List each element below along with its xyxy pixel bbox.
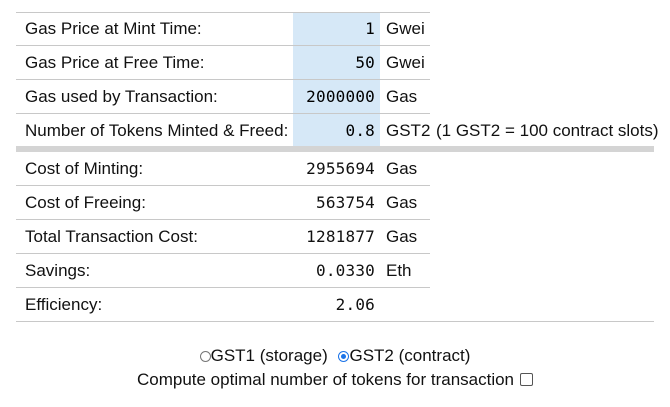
input-row-mint-gas-price: Gas Price at Mint Time: Gwei [16, 12, 430, 46]
input-row-free-gas-price: Gas Price at Free Time: Gwei [16, 46, 430, 80]
minting-cost-value: 2955694 [306, 159, 375, 178]
token-count-label: Number of Tokens Minted & Freed: [25, 121, 289, 140]
gst1-radio-option[interactable]: GST1 (storage) [199, 346, 333, 365]
freeing-cost-unit: Gas [386, 193, 418, 212]
free-gas-price-label: Gas Price at Free Time: [25, 53, 205, 72]
mint-gas-price-input[interactable] [293, 12, 375, 46]
gst1-radio[interactable] [199, 351, 211, 362]
row-divider [16, 45, 430, 46]
optimal-tokens-checkbox[interactable] [520, 373, 534, 386]
savings-unit: Eth [386, 261, 412, 280]
minting-cost-unit: Gas [386, 159, 418, 178]
optimal-tokens-option: Compute optimal number of tokens for tra… [0, 370, 670, 394]
gst2-radio-option[interactable]: GST2 (contract) [338, 346, 470, 365]
gst1-radio-label[interactable]: GST1 (storage) [210, 346, 328, 365]
total-cost-unit: Gas [386, 227, 418, 246]
token-count-note: (1 GST2 = 100 contract slots) [436, 121, 659, 140]
section-separator [16, 146, 654, 152]
row-divider [16, 253, 430, 254]
row-divider [16, 12, 430, 13]
gas-used-input[interactable] [293, 80, 375, 114]
result-row-minting-cost: Cost of Minting: 2955694 Gas [16, 152, 430, 186]
optimal-tokens-label[interactable]: Compute optimal number of tokens for tra… [136, 370, 515, 389]
row-divider [16, 287, 430, 288]
token-count-unit: GST2 [386, 121, 431, 140]
mint-gas-price-unit: Gwei [386, 19, 425, 38]
efficiency-label: Efficiency: [25, 295, 103, 314]
gst2-radio-label[interactable]: GST2 (contract) [349, 346, 471, 365]
row-divider [16, 79, 430, 80]
input-row-token-count: Number of Tokens Minted & Freed: GST2 (1… [16, 114, 659, 148]
total-cost-value: 1281877 [306, 227, 375, 246]
free-gas-price-unit: Gwei [386, 53, 425, 72]
result-row-freeing-cost: Cost of Freeing: 563754 Gas [16, 186, 430, 220]
mint-gas-price-label: Gas Price at Mint Time: [25, 19, 202, 38]
gas-used-unit: Gas [386, 87, 418, 106]
freeing-cost-value: 563754 [316, 193, 375, 212]
total-cost-label: Total Transaction Cost: [25, 227, 198, 246]
input-row-gas-used: Gas used by Transaction: Gas [16, 80, 430, 114]
row-divider [16, 185, 430, 186]
token-type-selector: GST1 (storage) GST2 (contract) [0, 346, 670, 370]
efficiency-value: 2.06 [335, 295, 375, 314]
result-row-efficiency: Efficiency: 2.06 [16, 288, 654, 322]
row-divider [16, 113, 430, 114]
gst2-radio[interactable] [338, 351, 350, 362]
savings-label: Savings: [25, 261, 91, 280]
freeing-cost-label: Cost of Freeing: [25, 193, 146, 212]
row-divider [16, 219, 430, 220]
token-count-input[interactable] [293, 114, 375, 148]
result-row-total-cost: Total Transaction Cost: 1281877 Gas [16, 220, 430, 254]
savings-value: 0.0330 [316, 261, 375, 280]
gas-used-label: Gas used by Transaction: [25, 87, 218, 106]
minting-cost-label: Cost of Minting: [25, 159, 144, 178]
result-row-savings: Savings: 0.0330 Eth [16, 254, 430, 288]
free-gas-price-input[interactable] [293, 46, 375, 80]
row-divider [16, 321, 654, 322]
